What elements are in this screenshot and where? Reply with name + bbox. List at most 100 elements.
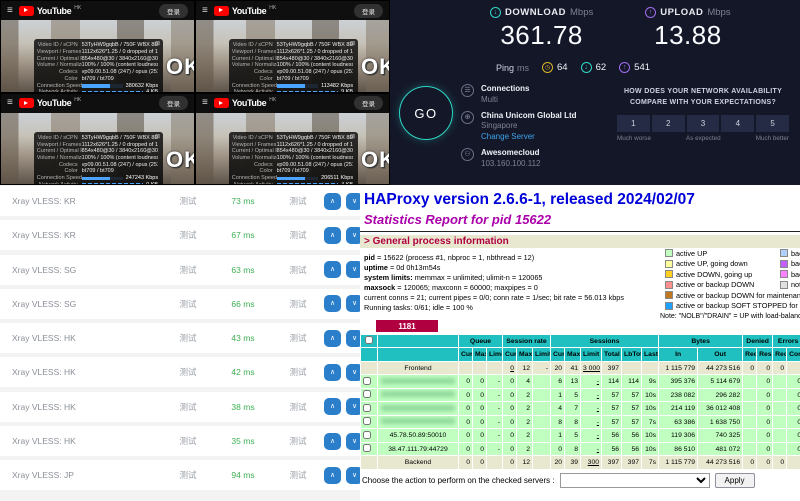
stat-value: 53TyHW9gqbB / 750F WBX 8DW: [276, 134, 354, 141]
stat-cell: 41: [565, 361, 581, 375]
move-down-button[interactable]: ∨: [346, 295, 363, 313]
stat-cell: 8: [565, 415, 581, 429]
test-button[interactable]: 测试: [289, 367, 307, 378]
survey-option-button[interactable]: 1: [617, 115, 650, 132]
test-button[interactable]: 测试: [179, 230, 197, 241]
hamburger-menu-icon[interactable]: ≡: [7, 97, 13, 108]
hamburger-menu-icon[interactable]: ≡: [7, 4, 13, 16]
stat-cell: 7s: [642, 415, 659, 429]
test-button[interactable]: 测试: [289, 470, 307, 481]
youtube-player[interactable]: ≡ YouTube HK 登录 OK ⊠ Video ID / sCPN53Ty…: [0, 92, 195, 185]
test-button[interactable]: 测试: [179, 196, 197, 206]
latency-value: 38 ms: [231, 401, 255, 412]
move-up-button[interactable]: ∧: [324, 398, 341, 416]
apply-button[interactable]: Apply: [714, 472, 755, 488]
server-checkbox[interactable]: [363, 403, 371, 412]
test-button[interactable]: 测试: [179, 264, 197, 275]
close-icon[interactable]: ⊠: [350, 133, 356, 140]
move-down-button[interactable]: ∨: [346, 466, 363, 484]
ping-upload-value: 541: [634, 62, 651, 73]
action-select[interactable]: [559, 472, 710, 488]
test-button[interactable]: 测试: [289, 436, 307, 447]
select-all-checkbox[interactable]: [365, 336, 373, 345]
download-metric: ↓ DOWNLOAD Mbps 361.78: [490, 7, 593, 51]
test-button[interactable]: 测试: [289, 401, 307, 412]
connections-entry: ☰ Connections Multi: [461, 84, 621, 106]
test-button[interactable]: 测试: [179, 470, 197, 481]
youtube-logo[interactable]: YouTube HK: [213, 97, 276, 108]
youtube-region-code: HK: [269, 4, 277, 11]
haproxy-version-link[interactable]: HAProxy version 2.6.6-1, released 2024/0…: [364, 191, 695, 208]
survey-option-button[interactable]: 5: [756, 115, 789, 132]
go-button[interactable]: GO: [399, 86, 453, 140]
youtube-logo[interactable]: YouTube HK: [18, 97, 81, 108]
test-button[interactable]: 测试: [179, 298, 197, 309]
signin-button[interactable]: 登录: [159, 96, 188, 110]
test-button[interactable]: 测试: [179, 401, 197, 412]
proxy-row: Xray VLESS: SG 测试 66 ms 测试 ∧ ∨: [0, 288, 363, 319]
youtube-player[interactable]: ≡ YouTube HK 登录 OK ⊠ Video ID / sCPN53Ty…: [195, 92, 390, 185]
move-up-button[interactable]: ∧: [324, 192, 341, 210]
move-up-button[interactable]: ∧: [324, 466, 341, 484]
youtube-player[interactable]: ≡ YouTube HK 登录 OK ⊠ Video ID / sCPN53Ty…: [0, 0, 195, 93]
server-checkbox[interactable]: [363, 376, 371, 385]
close-icon[interactable]: ⊠: [155, 133, 161, 140]
signin-button[interactable]: 登录: [354, 96, 383, 110]
move-down-button[interactable]: ∨: [346, 261, 363, 279]
column-header: Out: [698, 348, 743, 361]
move-down-button[interactable]: ∨: [346, 192, 363, 210]
signin-button[interactable]: 登录: [354, 3, 383, 18]
server-name[interactable]: Awesomecloud: [481, 147, 540, 157]
move-up-button[interactable]: ∧: [324, 226, 341, 244]
survey-option-button[interactable]: 4: [721, 115, 755, 132]
process-info-line: Running tasks: 0/61; idle = 100 %: [364, 303, 473, 313]
move-down-button[interactable]: ∨: [346, 398, 363, 416]
test-button[interactable]: 测试: [289, 333, 307, 344]
move-down-button[interactable]: ∨: [346, 329, 363, 347]
process-info-line: maxsock = 120065; maxconn = 60000; maxpi…: [364, 283, 538, 293]
survey-option-button[interactable]: 3: [686, 115, 720, 132]
server-checkbox[interactable]: [363, 430, 371, 439]
hamburger-menu-icon[interactable]: ≡: [202, 97, 208, 108]
server-checkbox[interactable]: [363, 444, 371, 453]
stat-cell: 114: [602, 375, 622, 388]
test-button[interactable]: 测试: [289, 230, 307, 241]
hamburger-menu-icon[interactable]: ≡: [202, 4, 208, 16]
server-checkbox[interactable]: [363, 390, 371, 399]
youtube-logo[interactable]: YouTube HK: [18, 5, 81, 16]
test-button[interactable]: 测试: [179, 367, 197, 378]
move-down-button[interactable]: ∨: [346, 363, 363, 381]
column-header: Cur: [459, 348, 472, 361]
connections-value[interactable]: Multi: [481, 94, 498, 104]
stat-cell: [622, 361, 642, 375]
stat-cell: -: [487, 375, 502, 388]
server-checkbox[interactable]: [363, 417, 371, 426]
move-up-button[interactable]: ∧: [324, 261, 341, 279]
test-button[interactable]: 测试: [179, 436, 197, 447]
move-down-button[interactable]: ∨: [346, 226, 363, 244]
youtube-player[interactable]: ≡ YouTube HK 登录 OK ⊠ Video ID / sCPN53Ty…: [195, 0, 390, 93]
survey-option-button[interactable]: 2: [651, 115, 685, 132]
test-button[interactable]: 测试: [179, 333, 197, 344]
stat-cell: 57: [602, 402, 622, 415]
test-button[interactable]: 测试: [289, 298, 307, 309]
youtube-logo[interactable]: YouTube HK: [213, 4, 277, 16]
test-button[interactable]: 测试: [289, 264, 307, 275]
test-button[interactable]: 测试: [289, 196, 307, 206]
blurred-server-name: [381, 418, 455, 425]
move-down-button[interactable]: ∨: [346, 432, 363, 450]
legend-item: active DOWN, going up: [665, 269, 800, 280]
connection-info: ☰ Connections Multi ⊕ China Unicom Globa…: [461, 84, 621, 175]
signin-button[interactable]: 登录: [159, 3, 188, 18]
close-icon[interactable]: ⊠: [155, 41, 161, 48]
move-up-button[interactable]: ∧: [324, 432, 341, 450]
close-icon[interactable]: ⊠: [350, 41, 356, 48]
move-up-button[interactable]: ∧: [324, 295, 341, 313]
move-up-button[interactable]: ∧: [324, 363, 341, 381]
move-up-button[interactable]: ∧: [324, 329, 341, 347]
change-server-link[interactable]: Change Server: [481, 132, 535, 142]
